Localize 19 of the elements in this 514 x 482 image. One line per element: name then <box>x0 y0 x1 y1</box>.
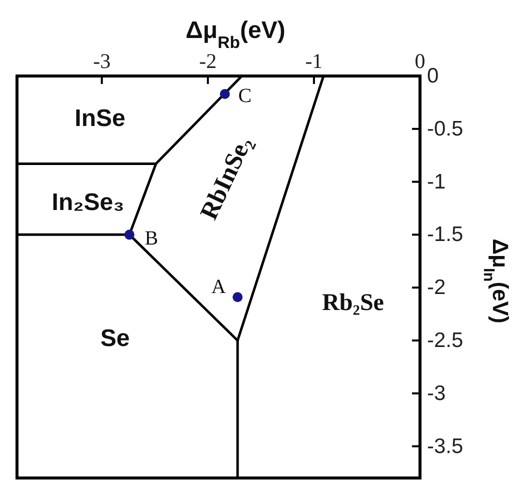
y-tick-label: -1 <box>427 170 446 194</box>
y-tick-label: -3.5 <box>427 434 464 458</box>
y-tick-label: 0 <box>427 64 439 88</box>
x-axis-title: Δμ$_{Rb}$(eV) <box>186 17 286 52</box>
annotation: InSe <box>74 104 126 132</box>
annotation: Rb₂Se <box>322 290 384 316</box>
annotation: C <box>238 84 252 107</box>
annotation: B <box>144 228 158 250</box>
annotation: A <box>211 276 226 298</box>
y-tick-label: -0.5 <box>427 117 464 140</box>
y-tick-label: -2 <box>427 276 446 300</box>
x-tick-label: -3 <box>93 49 111 73</box>
y-tick-label: -3 <box>427 382 446 405</box>
annotation: Se <box>100 324 130 352</box>
x-tick-label: -2 <box>199 49 217 73</box>
x-tick-label: -1 <box>305 49 323 73</box>
y-tick-label: -1.5 <box>427 223 464 246</box>
annotation: In₂Se₃ <box>52 188 124 216</box>
y-tick-label: -2.5 <box>427 328 464 352</box>
